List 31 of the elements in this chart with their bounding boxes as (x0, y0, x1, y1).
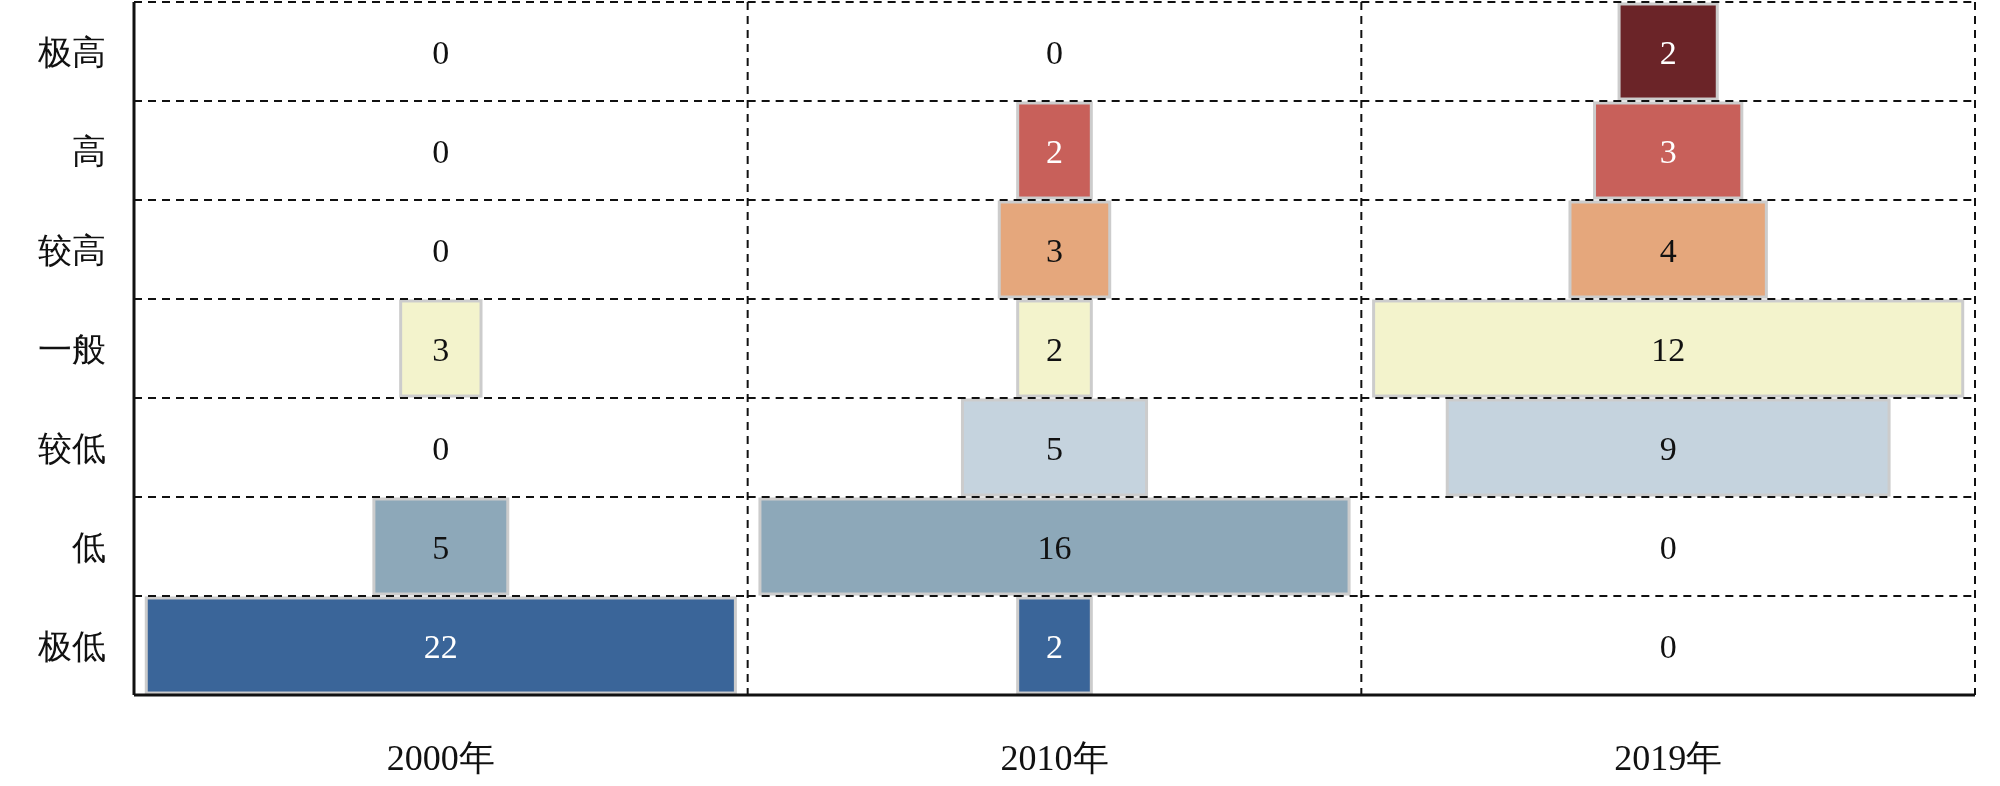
category-label: 一般 (38, 330, 106, 368)
category-label: 较低 (38, 429, 106, 467)
data-label: 3 (432, 330, 450, 368)
data-label: 9 (1659, 429, 1677, 467)
data-label: 16 (1037, 528, 1072, 566)
data-label: 0 (432, 429, 450, 467)
category-label: 极高 (37, 33, 106, 71)
data-label: 5 (1046, 429, 1063, 467)
data-label: 2 (1046, 627, 1063, 665)
data-label: 22 (423, 627, 458, 665)
data-label: 2 (1046, 330, 1063, 368)
data-label: 3 (1046, 231, 1063, 269)
data-label: 0 (1659, 528, 1677, 566)
category-label: 较高 (38, 231, 106, 269)
data-label: 2 (1659, 33, 1677, 71)
data-label: 0 (1046, 33, 1063, 71)
data-label: 0 (432, 33, 450, 71)
data-label: 2 (1046, 132, 1063, 170)
data-label: 5 (432, 528, 450, 566)
data-label: 0 (1659, 627, 1677, 665)
text: 2000年 (386, 738, 495, 778)
category-label: 极低 (37, 627, 106, 665)
text: 2019年 (1614, 738, 1723, 778)
data-label: 4 (1659, 231, 1677, 269)
data-label: 3 (1659, 132, 1677, 170)
data-label: 12 (1651, 330, 1686, 368)
category-label: 高 (72, 132, 106, 170)
category-label: 低 (72, 528, 106, 566)
data-label: 0 (432, 231, 450, 269)
data-label: 0 (432, 132, 450, 170)
text: 2010年 (1000, 738, 1109, 778)
